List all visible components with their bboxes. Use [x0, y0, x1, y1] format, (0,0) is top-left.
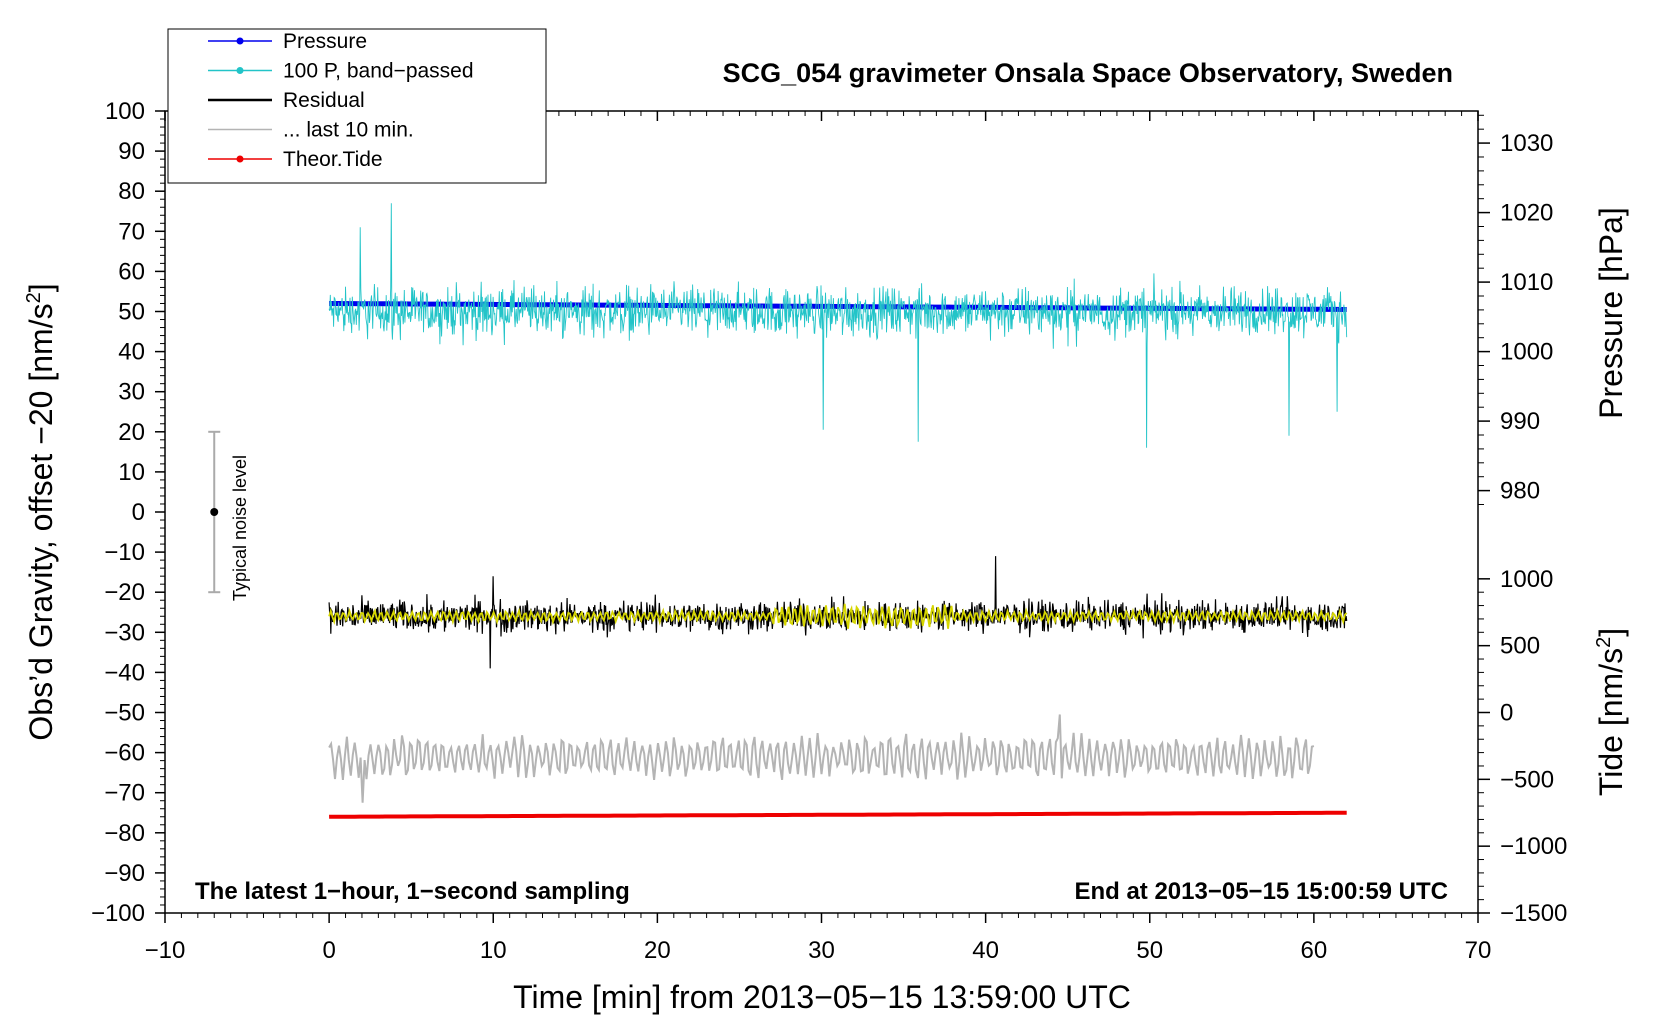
pressure-tick-label: 1010: [1500, 269, 1553, 296]
minor-ticks: [160, 111, 1484, 918]
y-tick-label: −60: [104, 740, 145, 767]
y-axis-title-left-end: ]: [23, 283, 59, 292]
legend-label-1: 100 P, band−passed: [283, 60, 474, 83]
y-tick-label: 20: [118, 419, 145, 446]
y-axis-title-left: Obs’d Gravity, offset −20 [nm/s2]: [23, 283, 59, 740]
y-tick-label: −30: [104, 619, 145, 646]
y-tick-label: 40: [118, 339, 145, 366]
tide-tick-label: 500: [1500, 633, 1540, 660]
x-tick-label: −10: [145, 937, 186, 964]
noise-bar-center-dot: [210, 508, 219, 516]
x-tick-label: 40: [972, 937, 999, 964]
annotation-left: The latest 1−hour, 1−second sampling: [195, 878, 630, 905]
series-residual-smoothed: [328, 603, 1348, 629]
y-tick-label: −100: [91, 900, 145, 927]
y-tick-label: −70: [104, 780, 145, 807]
annotation-right: End at 2013−05−15 15:00:59 UTC: [1074, 878, 1448, 905]
tick-labels: −10 0 10 20 30 40 50 60 701009080706050403020100…: [91, 98, 1567, 964]
legend-label-4: Theor.Tide: [283, 148, 383, 171]
pressure-tick-label: 980: [1500, 478, 1540, 505]
y-tick-label: −40: [104, 659, 145, 686]
legend: Pressure 100 P, band−passed Residual ... la…: [167, 28, 547, 184]
y-tick-label: −20: [104, 579, 145, 606]
series-layer: [328, 203, 1348, 819]
legend-label-2: Residual: [283, 89, 365, 112]
major-ticks: [155, 110, 1490, 923]
tide-axis-title-end: ]: [1593, 628, 1629, 637]
x-tick-label: 0: [322, 937, 335, 964]
legend-label-0: Pressure: [283, 30, 367, 53]
tide-axis-title-sup: 2: [1593, 637, 1615, 648]
tide-tick-label: 0: [1500, 700, 1513, 727]
y-tick-label: −90: [104, 860, 145, 887]
pressure-tick-label: 1030: [1500, 130, 1553, 157]
pressure-tick-label: 1020: [1500, 200, 1553, 227]
y-tick-label: 50: [118, 299, 145, 326]
tide-tick-label: −500: [1500, 766, 1554, 793]
legend-marker-0: [236, 37, 244, 45]
y-tick-label: 80: [118, 178, 145, 205]
series-100-p-band-passed: [328, 203, 1348, 448]
tide-axis-title: Tide [nm/s2]: [1593, 628, 1629, 796]
legend-box: [167, 28, 547, 184]
legend-items: Pressure 100 P, band−passed Residual ... la…: [208, 30, 474, 171]
y-axis-title-left-main: Obs’d Gravity, offset −20 [nm/s: [23, 303, 59, 740]
y-tick-label: 70: [118, 218, 145, 245]
series-last-10-min: [328, 714, 1315, 803]
x-tick-label: 50: [1136, 937, 1163, 964]
tide-axis-title-main: Tide [nm/s: [1593, 648, 1629, 796]
x-tick-label: 10: [480, 937, 507, 964]
y-tick-label: 100: [105, 98, 145, 125]
y-tick-label: 10: [118, 459, 145, 486]
y-tick-label: 60: [118, 258, 145, 285]
noise-level-bar: [208, 430, 221, 594]
chart-title: SCG_054 gravimeter Onsala Space Observat…: [723, 58, 1453, 88]
pressure-tick-label: 1000: [1500, 339, 1553, 366]
y-tick-label: 90: [118, 138, 145, 165]
legend-label-3: ... last 10 min.: [283, 119, 414, 142]
y-axis-title-left-sup: 2: [23, 292, 45, 303]
tide-tick-label: −1000: [1500, 833, 1567, 860]
series-theor-tide: [329, 810, 1347, 819]
legend-marker-4: [236, 155, 244, 163]
y-tick-label: −80: [104, 820, 145, 847]
noise-level-label: Typical noise level: [230, 455, 250, 601]
y-tick-label: −10: [104, 539, 145, 566]
x-tick-label: 70: [1465, 937, 1492, 964]
x-tick-label: 20: [644, 937, 671, 964]
y-tick-label: 0: [132, 499, 145, 526]
y-tick-label: 30: [118, 379, 145, 406]
tide-tick-label: −1500: [1500, 900, 1567, 927]
x-tick-label: 30: [808, 937, 835, 964]
x-tick-label: 60: [1301, 937, 1328, 964]
pressure-tick-label: 990: [1500, 408, 1540, 435]
legend-marker-1: [236, 67, 244, 74]
pressure-axis-title: Pressure [hPa]: [1593, 207, 1629, 419]
y-tick-label: −50: [104, 700, 145, 727]
x-axis-title: Time [min] from 2013−05−15 13:59:00 UTC: [513, 979, 1131, 1015]
tide-tick-label: 1000: [1500, 566, 1553, 593]
